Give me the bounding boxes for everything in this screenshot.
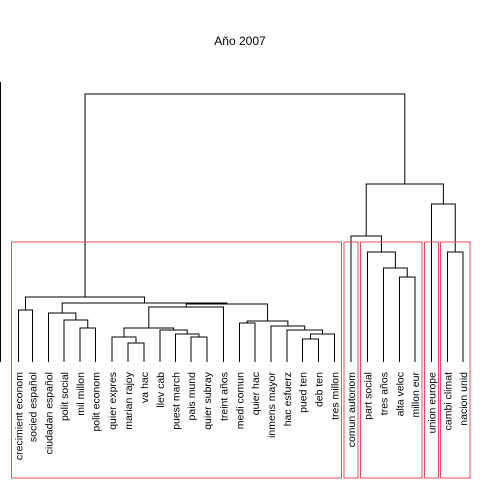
leaf-label: alta veloc xyxy=(395,372,407,416)
dendrogram-link xyxy=(447,251,464,362)
dendrogram-link xyxy=(111,336,137,362)
leaf-label: union europe xyxy=(427,372,439,433)
dendrogram-link xyxy=(270,325,306,362)
dendrogram-link xyxy=(310,333,335,362)
dendrogram-link xyxy=(350,235,382,362)
leaf-label: ciudadan español xyxy=(44,372,56,454)
leaf-label: puest march xyxy=(171,372,183,430)
leaf-label: quier expres xyxy=(107,372,119,430)
leaf-label: quier subray xyxy=(202,371,214,430)
dendrogram-link xyxy=(239,322,256,362)
dendrogram-link xyxy=(302,338,319,362)
leaf-label: quier hac xyxy=(250,372,262,415)
leaf-label: nacion unid xyxy=(458,372,470,426)
cluster-box xyxy=(424,241,439,479)
leaf-label: polit social xyxy=(59,372,71,421)
dendrogram-link xyxy=(127,342,145,362)
leaf-labels: crecimient econom socied español ciudadan … xyxy=(14,371,471,460)
leaf-label: millon eur xyxy=(410,372,422,418)
leaf-label: marian rajoy xyxy=(123,371,135,430)
leaf-label: deb ten xyxy=(314,372,326,407)
plot-title: Año 2007 xyxy=(214,34,266,48)
dendrogram-link xyxy=(190,336,208,362)
leaf-label: tres años xyxy=(379,372,391,415)
cluster-box xyxy=(11,241,342,479)
dendrogram-link xyxy=(399,276,416,362)
leaf-label: va hac xyxy=(139,372,151,403)
cluster-box xyxy=(343,241,359,479)
dendrogram-link xyxy=(383,267,408,362)
dendrogram-link xyxy=(79,327,96,362)
leaf-label: inmens mayor xyxy=(266,372,278,438)
cluster-boxes xyxy=(11,241,471,479)
dendrogram-link xyxy=(175,333,200,362)
dendrogram-link xyxy=(84,93,406,297)
leaf-label: part social xyxy=(363,372,375,420)
dendrogram-link xyxy=(431,203,456,362)
cluster-box xyxy=(360,241,423,479)
dendrogram-link xyxy=(123,327,175,337)
leaf-label: socied español xyxy=(28,372,40,442)
leaf-label: cambi climat xyxy=(443,372,455,430)
leaf-label: pued ten xyxy=(298,372,310,413)
dendrogram-links xyxy=(18,93,464,362)
dendrogram-link xyxy=(286,329,323,362)
cluster-box xyxy=(440,241,471,479)
leaf-label: llev cab xyxy=(155,372,167,408)
leaf-label: pais mund xyxy=(186,372,198,421)
leaf-label: hac esfuerz xyxy=(282,372,294,426)
leaf-label: comun autonom xyxy=(346,372,358,448)
dendrogram-link xyxy=(63,319,89,362)
leaf-label: tres millon xyxy=(330,372,342,420)
dendrogram-link xyxy=(159,329,188,362)
leaf-label: medi comun xyxy=(235,372,247,429)
leaf-label: mil millon xyxy=(75,372,87,416)
leaf-label: polit econom xyxy=(91,372,103,432)
leaf-label: treint años xyxy=(219,372,231,421)
dendrogram-link xyxy=(18,309,33,362)
leaf-label: crecimient econom xyxy=(14,372,26,460)
